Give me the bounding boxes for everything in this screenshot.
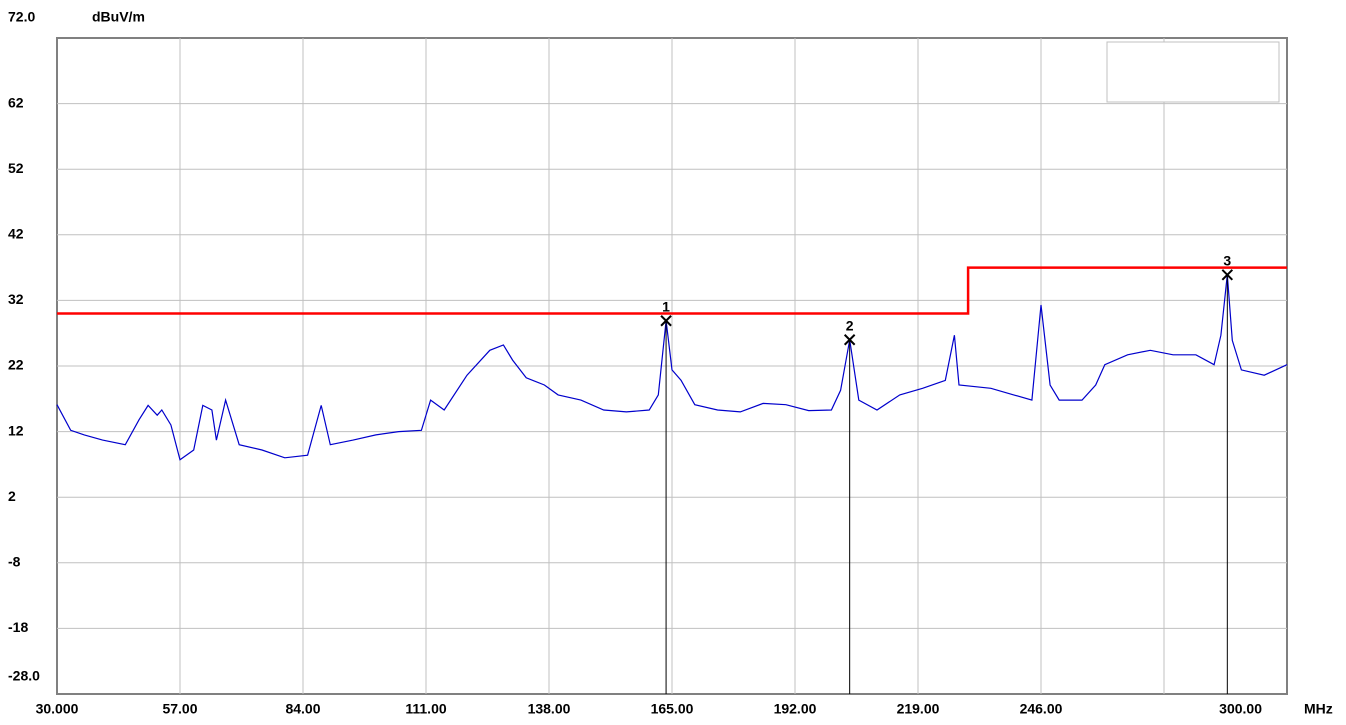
legend-box <box>1106 41 1280 103</box>
x-axis-label: MHz <box>1304 701 1333 717</box>
marker-label: 1 <box>662 298 670 314</box>
y-tick-label: -18 <box>8 619 28 635</box>
y-tick-label: 22 <box>8 357 24 373</box>
marker-label: 3 <box>1223 253 1231 269</box>
x-tick-label: 111.00 <box>405 701 446 717</box>
y-tick-label: 2 <box>8 488 16 504</box>
x-tick-label: 165.00 <box>651 701 694 717</box>
marker-x <box>660 315 672 327</box>
marker-x <box>1221 269 1234 281</box>
x-tick-label: 219.00 <box>897 701 940 717</box>
y-tick-label: -8 <box>8 554 21 570</box>
x-tick-label: 300.00 <box>1219 701 1262 717</box>
y-axis-label: dBuV/m <box>92 9 145 25</box>
series-line <box>57 266 1287 315</box>
x-tick-label: 30.000 <box>36 701 79 717</box>
y-tick-label: 72.0 <box>8 9 35 25</box>
x-tick-label: 192.00 <box>774 701 817 717</box>
marker-x <box>843 334 856 346</box>
y-tick-label: 52 <box>8 160 24 176</box>
y-tick-label: 42 <box>8 226 24 242</box>
series-line <box>56 274 1288 461</box>
x-tick-label: 57.00 <box>162 701 197 717</box>
y-tick-label: 12 <box>8 422 24 438</box>
marker-label: 2 <box>846 317 854 333</box>
y-tick-label: 62 <box>8 94 24 110</box>
x-tick-label: 246.00 <box>1020 701 1063 717</box>
x-tick-label: 138.00 <box>528 701 571 717</box>
y-tick-label: 32 <box>8 291 24 307</box>
x-tick-label: 84.00 <box>285 701 320 717</box>
y-tick-label: -28.0 <box>8 668 40 684</box>
